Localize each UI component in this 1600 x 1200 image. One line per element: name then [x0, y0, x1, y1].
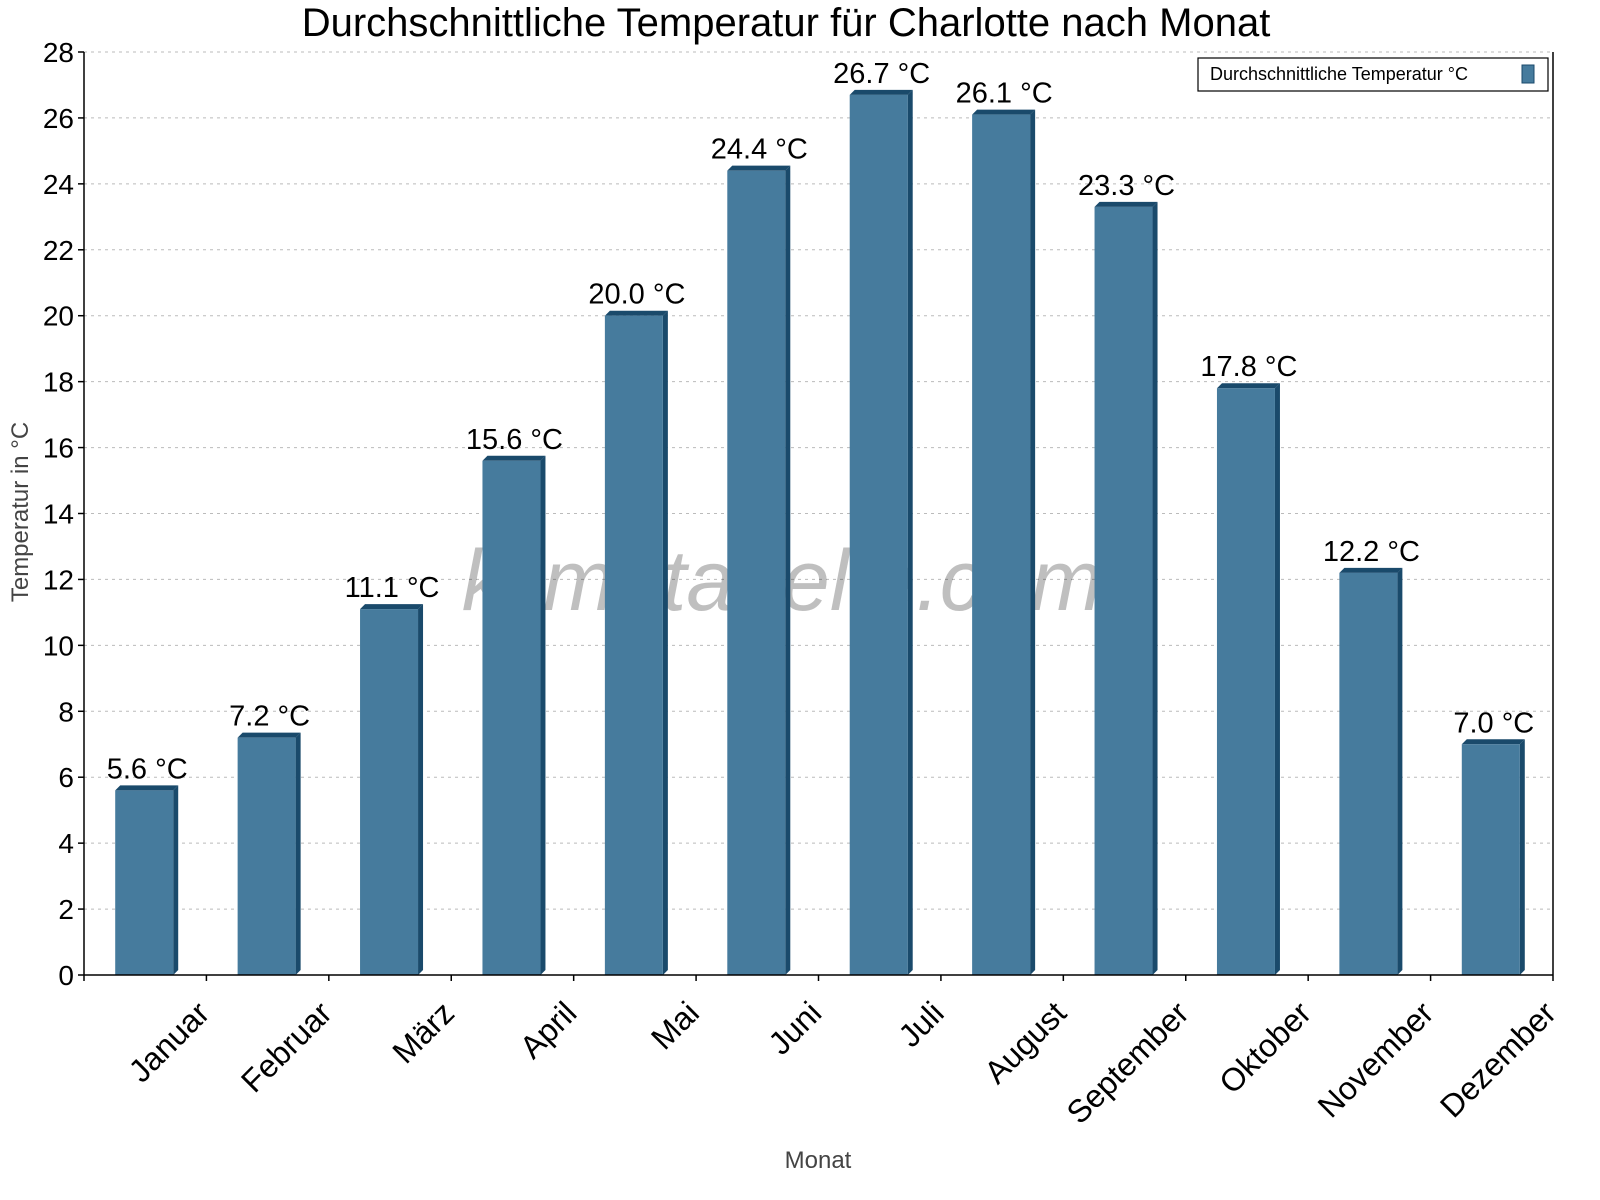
- data-label: 5.6 °C: [107, 753, 188, 785]
- bar-top: [604, 310, 668, 316]
- x-tick-label: September: [1059, 994, 1195, 1130]
- bar: [972, 114, 1031, 975]
- bar-side: [1519, 739, 1525, 975]
- bar: [115, 790, 174, 975]
- x-tick-label: Juli: [891, 995, 950, 1054]
- legend: Durchschnittliche Temperatur °C: [1197, 57, 1549, 92]
- data-label: 12.2 °C: [1323, 536, 1420, 568]
- y-tick-label: 4: [58, 828, 74, 859]
- bar-group: 11.1 °C: [345, 572, 440, 975]
- grid-lines: [84, 51, 1553, 910]
- x-tick-label: August: [977, 995, 1073, 1091]
- bar-side: [1030, 109, 1036, 975]
- y-tick-label: 24: [43, 169, 74, 200]
- bar-side: [1397, 567, 1403, 975]
- data-label: 7.2 °C: [229, 701, 310, 733]
- bar-top: [115, 785, 179, 791]
- bars: 5.6 °C 7.2 °C 11.1 °C 15.6 °C 20.0 °C 24.4 °C…: [107, 58, 1534, 976]
- bar-group: 7.0 °C: [1453, 707, 1534, 975]
- bar: [1216, 388, 1275, 975]
- bar-top: [237, 732, 301, 738]
- x-tick-label: Mai: [644, 995, 706, 1057]
- y-tick-label: 0: [58, 960, 74, 991]
- bar-side: [785, 165, 791, 975]
- y-tick-label: 16: [43, 433, 74, 464]
- bar-group: 15.6 °C: [466, 424, 563, 975]
- bar: [849, 94, 908, 975]
- data-label: 17.8 °C: [1200, 351, 1297, 383]
- bar: [1339, 572, 1398, 975]
- bar: [360, 609, 419, 975]
- data-label: 11.1 °C: [345, 572, 440, 604]
- bar-group: 5.6 °C: [107, 753, 188, 975]
- x-tick-label: November: [1311, 994, 1441, 1124]
- x-tick-label: Oktober: [1212, 994, 1318, 1100]
- bar-side: [173, 785, 179, 975]
- bar-group: 20.0 °C: [588, 279, 685, 975]
- chart-title: Durchschnittliche Temperatur für Charlot…: [302, 1, 1271, 45]
- y-tick-label: 28: [43, 37, 74, 68]
- bar-group: 17.8 °C: [1200, 351, 1297, 975]
- bar-group: 26.1 °C: [956, 78, 1053, 975]
- bar-top: [482, 455, 546, 461]
- bar-side: [1274, 383, 1280, 975]
- data-label: 20.0 °C: [588, 279, 685, 311]
- bar-side: [418, 604, 424, 975]
- data-label: 23.3 °C: [1078, 170, 1175, 202]
- x-axis-label: Monat: [785, 1147, 852, 1174]
- legend-box: [1197, 57, 1549, 92]
- bar: [482, 460, 541, 975]
- bar-top: [1339, 567, 1403, 573]
- bar: [604, 315, 663, 975]
- x-tick-label: Juni: [761, 995, 828, 1062]
- data-label: 24.4 °C: [711, 134, 808, 166]
- bar-top: [972, 109, 1036, 115]
- y-tick-label: 10: [43, 630, 74, 661]
- bar: [237, 737, 296, 975]
- y-tick-label: 14: [43, 499, 74, 530]
- x-tick-label: Dezember: [1433, 994, 1563, 1124]
- bar-side: [540, 455, 546, 975]
- x-tick-label: April: [513, 995, 584, 1066]
- bar-group: 23.3 °C: [1078, 170, 1175, 976]
- bar: [1461, 744, 1520, 975]
- x-tick-label: Januar: [122, 994, 217, 1089]
- bar: [1094, 206, 1153, 976]
- legend-swatch: [1521, 64, 1535, 84]
- bar-group: 24.4 °C: [711, 134, 808, 975]
- bar-side: [662, 310, 668, 975]
- bar-group: 26.7 °C: [833, 58, 930, 975]
- y-tick-label: 26: [43, 103, 74, 134]
- data-label: 26.1 °C: [956, 78, 1053, 110]
- y-axis-label: Temperatur in °C: [7, 422, 34, 602]
- data-label: 26.7 °C: [833, 58, 930, 90]
- bar-top: [1461, 739, 1525, 745]
- bar: [727, 170, 786, 975]
- data-label: 7.0 °C: [1453, 707, 1534, 739]
- bar-top: [1216, 383, 1280, 389]
- bar-top: [727, 165, 791, 171]
- bar-side: [295, 732, 301, 975]
- y-tick-label: 18: [43, 367, 74, 398]
- bar-side: [1152, 201, 1158, 976]
- y-tick-label: 12: [43, 564, 74, 595]
- x-tick-label: März: [385, 995, 461, 1071]
- y-tick-label: 22: [43, 235, 74, 266]
- bar-top: [849, 89, 913, 95]
- y-tick-label: 20: [43, 301, 74, 332]
- data-label: 15.6 °C: [466, 424, 563, 456]
- bar-side: [907, 89, 913, 975]
- y-tick-label: 2: [58, 894, 74, 925]
- y-tick-label: 6: [58, 762, 74, 793]
- bar-group: 7.2 °C: [229, 701, 310, 975]
- y-tick-label: 8: [58, 696, 74, 727]
- bar-group: 12.2 °C: [1323, 536, 1420, 975]
- bar-top: [360, 604, 424, 610]
- x-tick-label: Februar: [234, 994, 339, 1099]
- legend-label: Durchschnittliche Temperatur °C: [1210, 64, 1468, 84]
- bar-top: [1094, 201, 1158, 207]
